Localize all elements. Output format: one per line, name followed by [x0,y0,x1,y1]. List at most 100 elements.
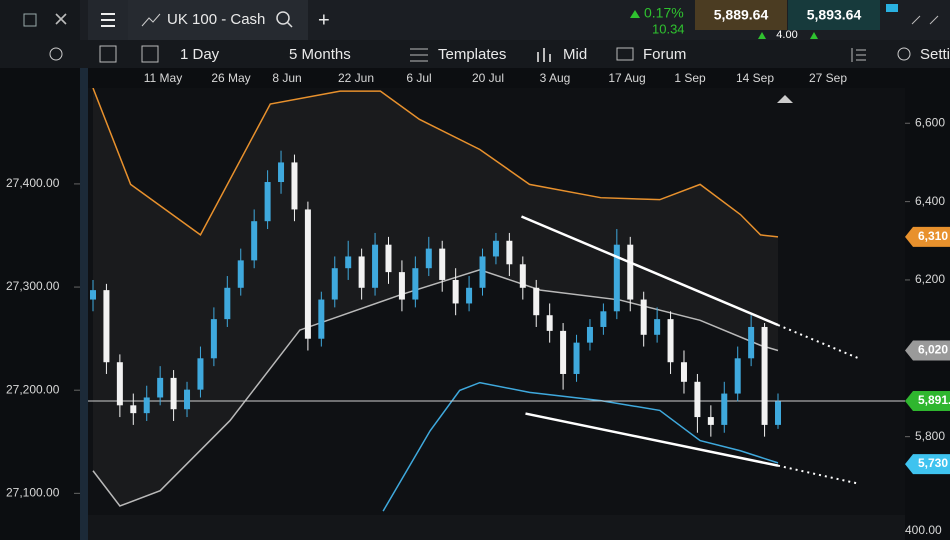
axis-fragment: 400.00 [905,523,942,537]
templates[interactable]: Templates [438,46,506,63]
band-line [382,381,779,512]
range[interactable]: 5 Months [289,46,351,63]
panel-icon[interactable] [851,48,866,62]
candle-body [130,405,137,414]
layout-icon[interactable] [141,45,159,63]
bottom-strip [88,515,905,540]
candle-body [546,315,553,331]
candle-body [600,311,607,327]
y2-tick-label: 27,400.00 [6,176,60,190]
interval[interactable]: 1 Day [180,46,220,63]
spread-up-right [810,32,818,39]
candle-body [264,182,271,222]
candle-body [640,299,647,335]
sell-price: 5,889.64 [714,7,769,23]
candle-body [627,244,634,300]
y-tick-label: 6,600 [915,115,945,129]
x-tick-label: 11 May [144,71,182,85]
candle-body [452,279,459,304]
divider [80,68,88,540]
buy-button[interactable] [788,0,880,30]
new-tab[interactable]: + [318,9,330,31]
y-tick-label: 6,200 [915,272,945,286]
up-arrow [630,10,640,18]
popout-icon[interactable] [23,13,37,27]
candle-body [197,358,204,390]
y2-tick-label: 27,300.00 [6,279,60,293]
candle-body [734,358,741,394]
candle-body [170,377,177,410]
candle-body [586,326,593,343]
price-tag [905,454,950,475]
x-tick-label: 14 Sep [736,71,774,85]
candle-body [237,260,244,288]
candle-body [654,319,661,335]
plot-layer [88,88,905,512]
band-fill [93,88,778,506]
candle-body [573,342,580,374]
search-icon-handle [286,21,293,28]
settings-icon[interactable] [49,47,63,61]
candle-body [345,256,352,269]
y-tick-label: 6,400 [915,194,945,208]
trend-extension [777,324,859,360]
side-tabs [0,0,80,40]
candle-body [116,362,123,406]
forum-icon [616,47,634,61]
close-icon[interactable] [55,13,67,25]
forum[interactable]: Forum [643,46,686,63]
list-icon[interactable] [99,45,117,63]
candle-body [519,264,526,288]
candle-body [291,162,298,210]
band-line [92,88,779,238]
candle-body [412,268,419,300]
candle-body [466,287,473,304]
settings[interactable]: Setti [920,46,950,63]
price-tag-label: 6,020 [918,343,948,357]
buy-price: 5,893.64 [807,7,862,23]
candle-body [479,256,486,288]
x-tick-label: 1 Sep [674,71,706,85]
candle-body [90,290,96,300]
trend-extension [777,464,859,485]
price-tag-label: 6,310 [918,229,948,243]
candle-body [748,326,755,359]
candle-body [372,244,379,288]
mid-icon [537,48,551,62]
price-tag [905,391,950,412]
candle-body [278,162,285,183]
price-tag [905,226,950,247]
spread-up-left [758,32,766,39]
x-tick-label: 26 May [211,71,250,85]
y2-tick-label: 27,200.00 [6,382,60,396]
spread: 4.00 [776,29,797,41]
candle-body [761,326,768,425]
search-icon[interactable] [276,11,290,25]
scroll-marker[interactable] [777,95,793,103]
candle-body [694,381,701,418]
candle-body [331,268,338,300]
candle-body [385,244,392,273]
candle-body [775,401,781,425]
panel-indicator [886,4,898,12]
candle-body [492,240,499,257]
candle-body [251,221,258,261]
trend-line [520,215,779,327]
candle-body [613,244,620,312]
candle-body [560,330,567,374]
instrument: UK 100 - Cash [167,11,265,28]
x-tick-label: 22 Jun [338,71,374,85]
price-tag [905,340,950,361]
candle-body [667,319,674,363]
window-icons[interactable] [911,15,939,25]
candle-body [103,290,110,363]
x-tick-label: 3 Aug [540,71,571,85]
candle-body [157,377,164,398]
sell-button[interactable] [695,0,787,30]
candle-body [210,319,217,359]
price-type[interactable]: Mid [563,46,587,63]
candle-body [304,209,311,339]
candle-body [224,287,231,320]
